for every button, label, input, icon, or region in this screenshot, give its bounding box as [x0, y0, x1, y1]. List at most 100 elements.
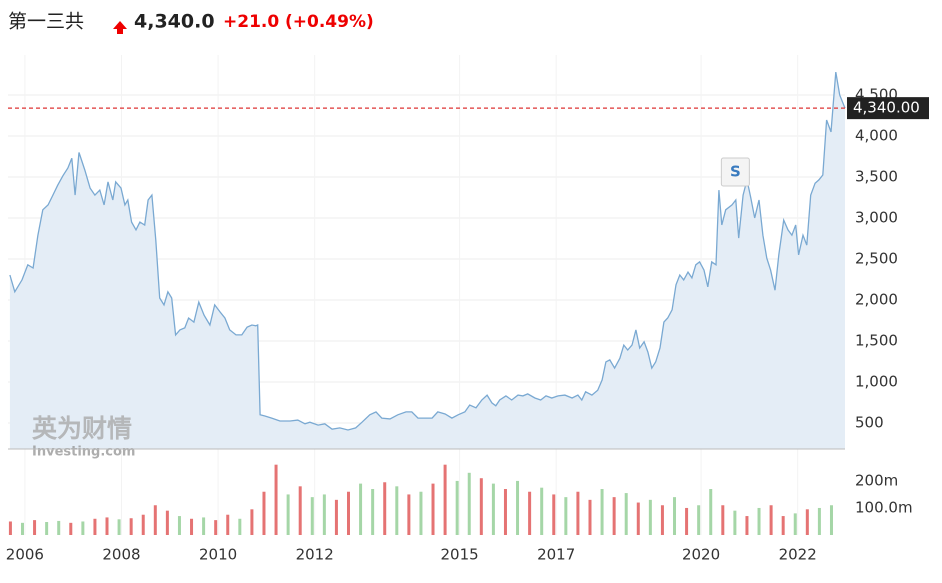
y-tick-label: 2,500: [855, 250, 898, 268]
x-tick-label: 2015: [440, 546, 478, 564]
volume-bar: [153, 505, 157, 535]
volume-bar: [600, 489, 604, 535]
volume-bar: [479, 478, 483, 535]
volume-bar: [503, 489, 507, 535]
change: +21.0: [223, 12, 279, 32]
volume-bar: [141, 514, 145, 535]
price-line: [9, 71, 846, 431]
volume-bar: [793, 513, 797, 535]
watermark-en: Investing.com: [32, 445, 135, 460]
volume-tick-label: 200m: [855, 471, 898, 489]
volume-bar: [491, 483, 495, 535]
volume-bar: [129, 518, 133, 535]
volume-bar: [407, 494, 411, 535]
volume-bar: [20, 522, 24, 535]
volume-bar: [346, 491, 350, 535]
volume-bar: [165, 510, 169, 535]
volume-bar: [516, 480, 520, 535]
volume-bar: [805, 509, 809, 535]
volume-bar: [552, 494, 556, 535]
volume-bar: [371, 489, 375, 535]
volume-bar: [528, 491, 532, 535]
volume-bar: [636, 502, 640, 535]
volume-tick-label: 100.0m: [855, 498, 913, 516]
x-tick-label: 2020: [682, 546, 720, 564]
x-tick-label: 2022: [779, 546, 817, 564]
y-tick-label: 2,000: [855, 291, 898, 309]
y-tick-label: 4,000: [855, 127, 898, 145]
volume-bar: [431, 483, 435, 535]
annotation-box: [720, 157, 750, 187]
volume-bar: [359, 483, 363, 535]
current-price-box: [847, 97, 929, 120]
volume-bar: [33, 520, 37, 535]
volume-bar: [660, 505, 664, 535]
x-tick-label: 2012: [296, 546, 334, 564]
volume-bar: [673, 497, 677, 535]
volume-bar: [238, 518, 242, 535]
change-pct: (+0.49%): [285, 12, 374, 32]
up-arrow: [113, 21, 127, 34]
volume-bar: [226, 514, 230, 535]
volume-bar: [769, 505, 773, 535]
volume-bar: [757, 507, 761, 535]
volume-bar: [721, 505, 725, 535]
volume-bar: [709, 489, 713, 535]
current-price-label: 4,340.00: [853, 99, 920, 117]
volume-bar: [733, 510, 737, 535]
volume-bar: [576, 491, 580, 535]
volume-bar: [274, 464, 278, 535]
y-tick-label: 500: [855, 414, 884, 432]
volume-bar: [419, 491, 423, 535]
volume-bar: [69, 522, 73, 535]
price: 4,340.0: [134, 11, 215, 33]
volume-bar: [310, 497, 314, 535]
volume-bar: [395, 486, 399, 535]
volume-bar: [817, 507, 821, 535]
y-tick-label: 1,500: [855, 332, 898, 350]
y-tick-label: 3,500: [855, 168, 898, 186]
volume-bar: [648, 499, 652, 535]
volume-bar: [286, 494, 290, 535]
volume-bar: [829, 505, 833, 535]
volume-bar: [117, 519, 121, 535]
volume-bar: [81, 521, 85, 535]
volume-bar: [250, 509, 254, 535]
volume-bar: [93, 518, 97, 535]
volume-bar: [105, 517, 109, 535]
volume-bar: [467, 472, 471, 535]
annotation-label: S: [730, 163, 741, 181]
volume-bar: [8, 521, 12, 535]
volume-bar: [612, 497, 616, 535]
x-tick-label: 2017: [537, 546, 575, 564]
volume-bar: [190, 518, 194, 535]
volume-bar: [588, 499, 592, 535]
stock-name: 第一三共: [8, 11, 84, 33]
volume-bar: [45, 522, 49, 535]
volume-bar: [322, 494, 326, 535]
y-tick-label: 3,000: [855, 209, 898, 227]
x-tick-label: 2006: [6, 546, 44, 564]
volume-bar: [540, 487, 544, 535]
volume-bar: [334, 499, 338, 535]
watermark-cn: 英为财情: [32, 414, 132, 443]
volume-bar: [383, 482, 387, 535]
y-tick-label: 1,000: [855, 373, 898, 391]
volume-bar: [177, 516, 181, 535]
x-tick-label: 2008: [102, 546, 140, 564]
volume-bar: [57, 520, 61, 535]
volume-bar: [214, 520, 218, 535]
volume-bar: [781, 516, 785, 535]
volume-bar: [443, 464, 447, 535]
price-area: [9, 72, 845, 449]
volume-bar: [697, 505, 701, 535]
volume-bar: [564, 497, 568, 535]
volume-bar: [624, 493, 628, 535]
volume-bar: [298, 486, 302, 535]
x-tick-label: 2010: [199, 546, 237, 564]
volume-bar: [745, 516, 749, 535]
volume-bar: [262, 491, 266, 535]
volume-bar: [685, 507, 689, 535]
volume-bar: [202, 517, 206, 535]
